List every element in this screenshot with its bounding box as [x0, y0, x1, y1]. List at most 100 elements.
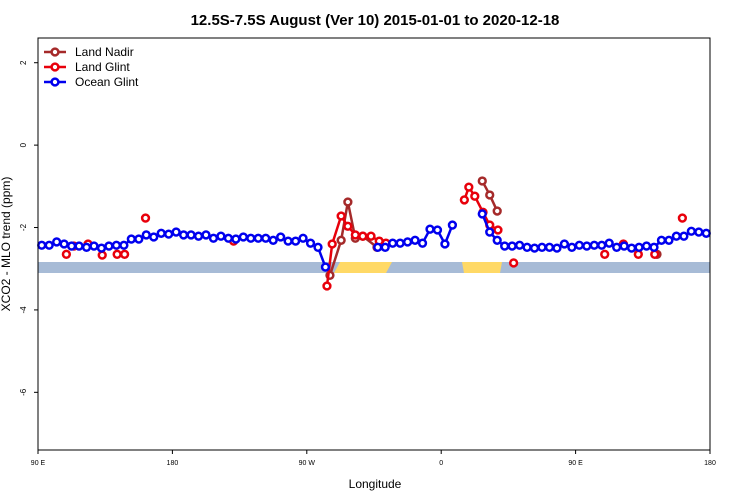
data-point [514, 240, 525, 250]
y-tick-label: -6 [19, 388, 28, 396]
data-point [410, 235, 420, 245]
data-point [677, 213, 688, 223]
x-tick-label: 90 E [568, 460, 583, 467]
data-point [493, 225, 503, 235]
data-point [470, 191, 480, 201]
data-point [59, 239, 69, 249]
data-point [149, 232, 159, 242]
data-point [656, 235, 667, 245]
y-tick-label: 2 [19, 60, 28, 65]
data-point [343, 197, 353, 207]
land-band [334, 262, 392, 273]
data-point [320, 262, 331, 272]
data-point [432, 225, 443, 235]
legend-label: Land Glint [75, 60, 130, 74]
data-point [425, 224, 435, 234]
data-point [193, 231, 204, 241]
data-point [619, 241, 629, 251]
x-tick-label: 90 W [299, 460, 316, 467]
data-point [201, 230, 211, 240]
data-point [589, 240, 599, 250]
data-point [52, 237, 62, 247]
data-point [276, 232, 286, 242]
data-point [246, 233, 256, 243]
y-tick-label: -4 [19, 306, 28, 314]
data-point [336, 211, 346, 221]
data-point [544, 242, 555, 252]
x-axis-label: Longitude [349, 477, 402, 491]
data-point [216, 231, 226, 241]
data-point [477, 176, 487, 186]
data-point [477, 209, 487, 219]
data-point [164, 229, 174, 239]
y-axis-label: XCO2 - MLO trend (ppm) [0, 177, 13, 312]
x-tick-label: 0 [439, 460, 443, 467]
data-point [66, 241, 77, 251]
data-point [104, 241, 114, 251]
data-point [633, 249, 643, 259]
data-point [459, 195, 469, 205]
data-point [140, 213, 151, 223]
data-point [208, 233, 219, 243]
data-point [380, 242, 390, 252]
data-point [529, 243, 540, 253]
data-point [358, 231, 368, 241]
data-point [111, 240, 122, 250]
data-point [112, 249, 122, 259]
data-point [261, 233, 271, 243]
data-point [626, 243, 637, 253]
data-point [440, 239, 450, 249]
data-point [552, 243, 562, 253]
data-point [492, 206, 502, 216]
x-tick-label: 180 [704, 460, 716, 467]
data-point [96, 243, 107, 253]
data-point [574, 240, 584, 250]
data-point [44, 240, 54, 250]
data-point [492, 235, 502, 245]
data-point [298, 233, 308, 243]
data-point [186, 230, 196, 240]
data-point [417, 238, 428, 248]
data-point [567, 242, 577, 252]
data-point [268, 235, 278, 245]
legend-marker [50, 47, 60, 57]
data-point [649, 242, 659, 252]
data-point [694, 227, 704, 237]
data-point [604, 238, 614, 248]
data-point [650, 249, 660, 259]
data-point [253, 233, 263, 243]
data-point [238, 232, 248, 242]
data-point [447, 220, 458, 230]
data-point [686, 226, 696, 236]
data-point [507, 241, 517, 251]
data-point [350, 230, 360, 240]
plot-frame [37, 37, 711, 451]
data-point [508, 258, 519, 268]
data-point [97, 250, 107, 260]
y-tick-label: 0 [19, 142, 28, 147]
data-point [402, 237, 413, 247]
data-point [231, 234, 241, 244]
data-point [485, 227, 495, 237]
data-point [522, 242, 532, 252]
data-point [305, 238, 316, 248]
data-point [464, 182, 474, 192]
data-point [37, 240, 47, 250]
data-point [641, 241, 652, 251]
data-point [701, 228, 711, 238]
data-point [61, 249, 72, 259]
data-point [313, 242, 323, 252]
data-point [290, 236, 301, 246]
data-point [81, 242, 92, 252]
data-point [664, 235, 674, 245]
data-point [634, 242, 644, 252]
data-point [395, 238, 405, 248]
data-point [171, 227, 181, 237]
data-point [223, 233, 234, 243]
data-point [600, 249, 610, 259]
data-point [388, 238, 398, 248]
data-point [141, 230, 151, 240]
data-point [134, 234, 144, 244]
